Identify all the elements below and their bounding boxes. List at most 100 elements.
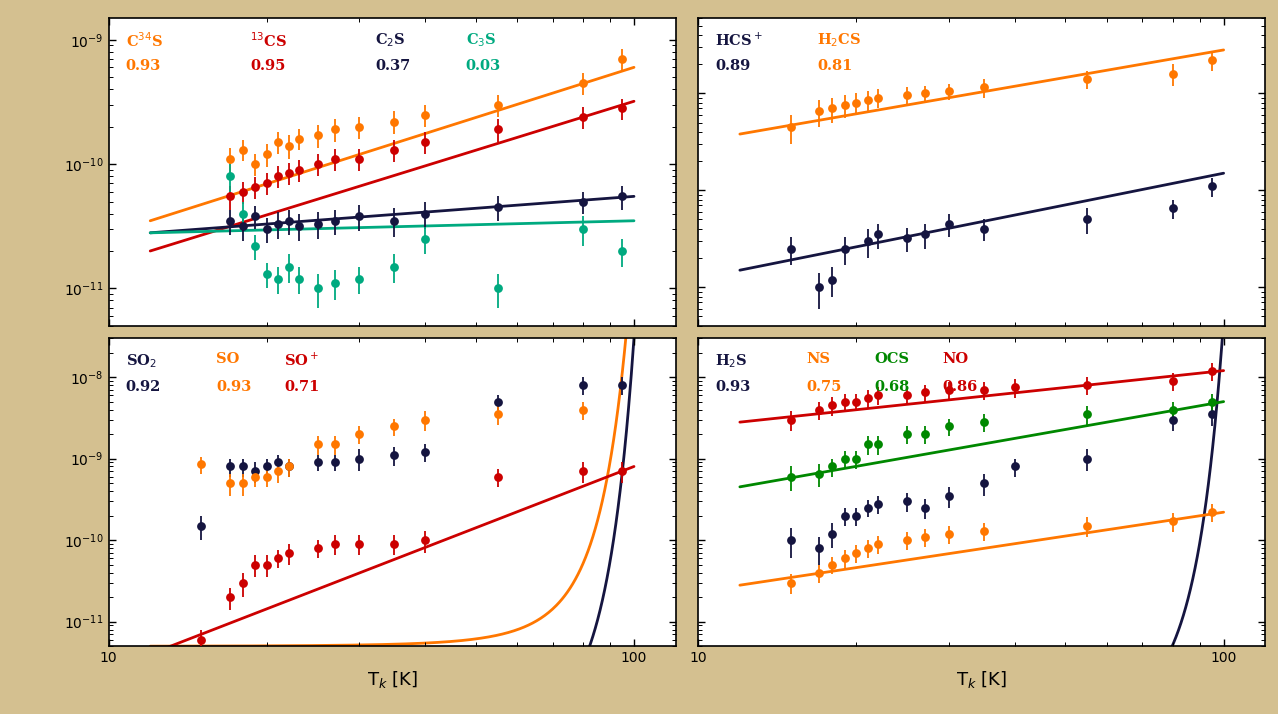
Point [414,414,435,426]
Point [915,88,935,99]
Point [846,453,866,464]
Point [1077,453,1098,464]
Point [858,502,878,513]
Text: NS: NS [806,352,829,366]
Point [349,538,369,550]
Point [868,389,888,401]
Point [308,218,328,230]
Point [1005,461,1025,472]
Point [257,559,277,570]
Point [257,461,277,472]
Point [487,201,507,213]
Point [858,543,878,554]
Point [809,281,829,293]
Point [835,396,855,407]
Point [308,457,328,468]
Point [781,243,801,254]
Point [612,54,633,65]
Point [279,547,299,558]
Point [809,468,829,480]
Point [1201,408,1222,420]
Point [835,243,855,254]
Text: C$_2$S: C$_2$S [376,31,405,49]
Text: 0.86: 0.86 [942,380,978,393]
Point [349,453,369,464]
Point [245,159,266,170]
Point [349,121,369,132]
Point [897,534,918,545]
Point [325,538,345,550]
Point [414,446,435,458]
Point [487,408,507,420]
Point [939,218,960,230]
Point [897,90,918,101]
Point [781,471,801,483]
Point [487,396,507,407]
Point [846,396,866,407]
X-axis label: T$_k$ [K]: T$_k$ [K] [956,669,1007,690]
Point [974,223,994,235]
Point [846,97,866,109]
Text: H$_2$CS: H$_2$CS [818,31,861,49]
Point [897,233,918,244]
Point [325,154,345,165]
Point [858,236,878,247]
X-axis label: T$_k$ [K]: T$_k$ [K] [367,669,418,690]
Point [868,538,888,550]
Point [974,81,994,93]
Point [257,223,277,235]
Point [487,471,507,483]
Point [1077,379,1098,391]
Point [349,273,369,284]
Point [1201,181,1222,192]
Point [233,577,253,588]
Point [325,457,345,468]
Point [612,379,633,391]
Point [267,553,288,564]
Point [612,466,633,477]
Point [279,461,299,472]
Point [349,211,369,222]
Point [939,384,960,396]
Point [267,171,288,182]
Point [487,124,507,135]
Point [974,416,994,428]
Point [915,502,935,513]
Point [385,421,405,432]
Point [414,534,435,545]
Point [897,428,918,440]
Point [612,290,633,301]
Point [220,171,240,182]
Point [1163,203,1183,214]
Text: 0.81: 0.81 [818,59,852,74]
Point [385,538,405,550]
Point [1163,516,1183,527]
Point [289,220,309,231]
Point [781,534,801,545]
Point [233,220,253,231]
Point [245,559,266,570]
Point [233,461,253,472]
Point [822,274,842,286]
Point [858,438,878,450]
Point [349,154,369,165]
Point [915,228,935,240]
Point [809,567,829,578]
Point [267,218,288,230]
Text: C$^{34}$S: C$^{34}$S [125,31,162,51]
Text: 0.71: 0.71 [285,380,320,393]
Text: 0.89: 0.89 [716,59,750,74]
Point [414,233,435,245]
Point [915,386,935,398]
Point [573,466,593,477]
Point [414,136,435,148]
Point [279,167,299,178]
Point [1201,54,1222,66]
Point [220,154,240,165]
Point [809,404,829,416]
Point [868,498,888,509]
Point [822,103,842,114]
Point [868,228,888,240]
Point [1163,375,1183,386]
Point [233,186,253,197]
